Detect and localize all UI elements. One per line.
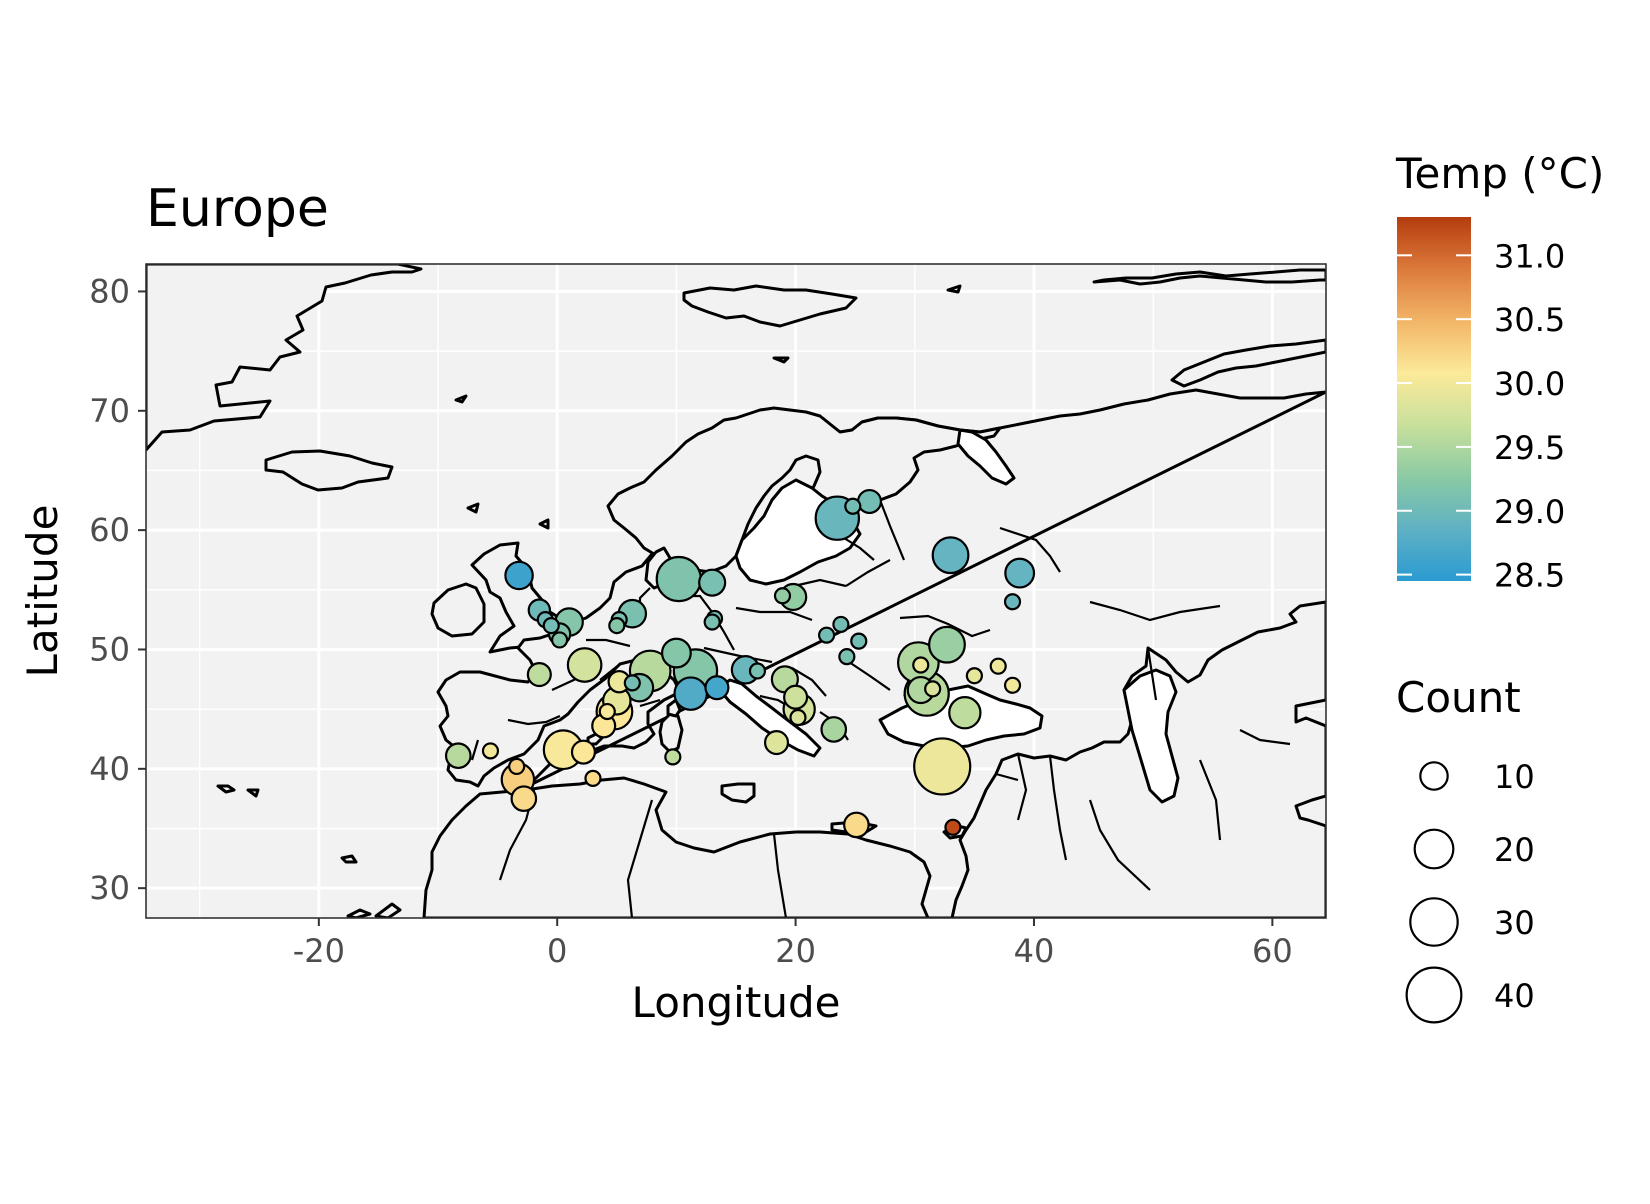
city-bubble (843, 811, 870, 839)
axis-ticks: -20 0 20 40 60 30 40 50 60 70 80 (89, 272, 1292, 970)
landmass-ireland (430, 582, 486, 638)
city-bubble (504, 560, 534, 591)
count-key-circle (1419, 761, 1449, 791)
landmass-novaya-zemlya (1170, 338, 1326, 388)
y-tick-label: 50 (89, 630, 130, 668)
count-key-circle (1413, 828, 1455, 870)
y-tick-label: 30 (89, 869, 130, 907)
count-break-label: 20 (1494, 831, 1535, 869)
x-axis-title: Longitude (632, 978, 841, 1027)
city-bubble (660, 637, 692, 669)
city-bubble (763, 730, 790, 756)
y-axis-title: Latitude (18, 505, 67, 678)
city-bubble (783, 684, 809, 710)
count-key-circle (1405, 966, 1463, 1024)
city-bubble (566, 647, 603, 683)
count-key-circle (1409, 897, 1459, 947)
city-bubble (838, 648, 856, 666)
count-break-label: 40 (1494, 977, 1535, 1015)
y-tick-label: 80 (89, 272, 130, 310)
city-bubble (655, 555, 702, 603)
city-bubble (844, 497, 862, 515)
city-bubble (965, 667, 983, 685)
city-bubble (773, 587, 792, 605)
water-caspian-sea (1122, 668, 1180, 804)
x-tick-label: 40 (1014, 932, 1055, 970)
city-bubble (928, 625, 966, 664)
count-legend-title: Count (1396, 673, 1521, 722)
city-bubble (820, 716, 848, 743)
city-bubble (948, 696, 982, 730)
city-bubble (510, 785, 538, 812)
x-tick-label: 20 (775, 932, 816, 970)
city-bubble (817, 626, 836, 644)
city-bubble (664, 748, 682, 766)
x-tick-label: 60 (1252, 932, 1293, 970)
temp-break-label: 28.5 (1494, 557, 1565, 595)
temp-break-label: 30.5 (1494, 301, 1565, 339)
city-bubble (481, 742, 500, 760)
land-outlines (146, 264, 1326, 918)
city-bubble (623, 674, 641, 692)
city-bubble (789, 708, 807, 727)
city-bubble (444, 742, 472, 770)
temp-colorbar (1397, 217, 1471, 581)
landmass-iceland (264, 449, 394, 492)
city-bubble (1003, 676, 1022, 694)
count-break-label: 10 (1494, 758, 1535, 796)
city-bubble (508, 757, 526, 776)
city-bubble (912, 656, 930, 674)
city-bubble (856, 488, 883, 515)
y-tick-label: 40 (89, 750, 130, 788)
x-tick-label: -20 (293, 932, 345, 970)
temp-legend-breaks: 31.0 30.5 30.0 29.5 29.0 28.5 (1397, 237, 1565, 595)
city-bubble (1004, 557, 1036, 589)
landmass-small-islands (216, 284, 962, 918)
city-bubble (924, 680, 942, 698)
city-bubble (570, 739, 596, 765)
city-bubble (704, 675, 730, 701)
city-bubble (608, 617, 626, 635)
landmass-franz-josef-land (1092, 268, 1326, 286)
x-tick-label: 0 (547, 932, 567, 970)
city-bubble (944, 818, 962, 836)
city-bubble (551, 631, 569, 649)
water-adriatic-sea (716, 678, 822, 758)
map-panel-border (145, 263, 1327, 919)
city-bubble (526, 662, 552, 688)
temp-break-label: 31.0 (1494, 237, 1565, 275)
temp-break-label: 29.5 (1494, 429, 1565, 467)
city-bubble (913, 737, 972, 796)
bubble-points (444, 488, 1036, 839)
city-bubble (584, 769, 602, 787)
temp-legend-title: Temp (°C) (1395, 149, 1604, 198)
y-tick-label: 60 (89, 511, 130, 549)
landmass-sicily (720, 782, 756, 804)
landmass-svalbard (682, 284, 858, 328)
city-bubble (748, 662, 767, 680)
landmass-sardinia (658, 712, 684, 754)
count-legend-keys: 10 20 30 40 (1405, 758, 1535, 1024)
count-break-label: 30 (1494, 904, 1535, 942)
city-bubble (931, 536, 970, 575)
city-bubble (673, 676, 708, 711)
temp-break-label: 29.0 (1494, 493, 1565, 531)
temp-break-label: 30.0 (1494, 365, 1565, 403)
city-bubble (989, 657, 1007, 675)
city-bubble (1003, 593, 1022, 611)
city-bubble (850, 632, 868, 650)
plot-title: Europe (146, 179, 329, 239)
city-bubble (598, 702, 616, 721)
city-bubble (832, 615, 850, 634)
city-bubble (698, 568, 727, 597)
city-bubble (542, 617, 560, 635)
y-tick-label: 70 (89, 392, 130, 430)
water-white-sea (956, 428, 1016, 486)
city-bubble (703, 613, 721, 631)
landmass-greenland (146, 264, 423, 452)
